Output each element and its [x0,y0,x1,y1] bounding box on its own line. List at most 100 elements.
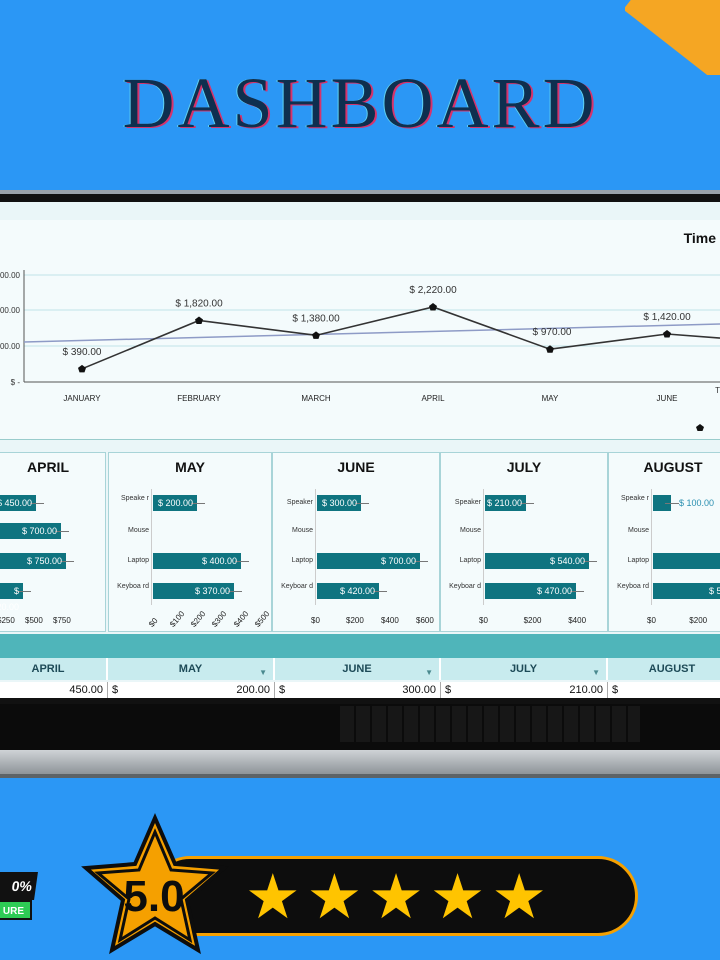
error-bar [60,561,74,562]
line-point [546,345,554,353]
trend-line [23,323,720,343]
table-header-strip [0,634,720,658]
bar-value-label: $ 750.00 [26,556,62,566]
bar-value-label: $ 610 [653,553,720,569]
bar [153,583,234,599]
bar-x-tick: $0 [311,616,320,625]
bar-value-label: $ 300.00 [321,498,357,508]
bar-category-label: Mouse [459,527,481,534]
bar-x-tick: $750 [53,616,71,625]
bar [317,553,420,569]
bar [0,495,36,511]
table-header-july[interactable]: JULY ▼ [441,658,608,680]
bar-x-tick: $100 [168,609,187,629]
filter-icon[interactable]: ▼ [425,668,433,677]
bar-category-label: Keyboar d [449,583,481,590]
bar [485,583,576,599]
bar-panel-july: JULY Speaker $ 210.00 Mouse Laptop $ 540.00 Ke… [440,452,608,632]
error-bar [520,503,534,504]
bar-x-tick: $200 [346,616,364,625]
cell-amount: 200.00 [236,684,270,696]
star-icon: ★ [306,863,369,932]
filter-icon[interactable]: ▼ [592,668,600,677]
bar-x-tick: $0 [479,616,488,625]
cell-amount: 300.00 [402,684,436,696]
bar-value-label: $ 700.00 [21,526,57,536]
table-header-label: MAY [178,663,203,675]
bar-value-label: $ 450.00 [0,498,32,508]
filter-icon[interactable]: ▼ [259,668,267,677]
error-bar [228,591,242,592]
bar-value-label: $ 370.00 [194,586,230,596]
bar-panel-title: MAY [175,459,205,475]
star-badge-icon [81,812,229,955]
line-data-label: $ 1,380.00 [292,313,340,324]
dashboard-screen: Time 00.00 00.00 00.00 $ - $ 390.00 JANUARY $ … [0,202,720,698]
bar-axis [151,489,152,605]
bar-category-label: Speake r [620,495,649,502]
bar [485,553,589,569]
line-point [78,364,86,373]
guarantee-badge: 0% URE [0,866,46,928]
rating-stars: ★★★★★ [245,867,553,929]
badge-top-text: 0% [0,872,38,900]
bar [0,583,23,599]
bar-value-label: $ 400.00 [201,556,237,566]
bar-category-label: Laptop [127,557,149,564]
table-header-label: JUNE [342,663,372,675]
bar-value-label: $ 200.00 [157,498,193,508]
bar [317,495,361,511]
laptop-keyboard [0,704,720,750]
bar [153,553,241,569]
currency-symbol: $ [279,684,286,696]
bar-x-tick: $0 [647,616,656,625]
page-title: DASHBOARD [122,63,598,143]
bar-category-label: Keyboa rd [117,583,149,590]
error-bar [191,503,205,504]
bar [653,553,720,569]
table-cell[interactable]: $210.00 [441,682,608,698]
line-x-tick: JANUARY [63,394,101,403]
bar-category-label: Speaker [454,499,481,506]
line-chart-legend-label: T [715,386,720,395]
table-cell[interactable]: $200.00 [108,682,275,698]
table-header-label: APRIL [31,663,65,675]
cell-amount: 450.00 [69,684,103,696]
bar-value-label: $ 520.00 [708,586,720,596]
bar-panel-april: APRIL $ 450.00 $ 700.00 $ 750.00 $ 320.00 $25… [0,452,106,632]
bar [653,495,671,511]
bar-category-label: Mouse [627,527,649,534]
error-bar [17,591,31,592]
error-bar [665,503,679,504]
table-cell[interactable]: 450.00 [0,682,108,698]
bar [0,523,61,539]
bar-panel-june: JUNE Speaker $ 300.00 Mouse Laptop $ 700.00 Ke… [272,452,440,632]
bar-category-label: Keyboa rd [617,583,649,590]
bar-axis [315,489,316,605]
bar-category-label: Keyboar d [281,583,313,590]
bar-x-tick: $400 [231,609,250,629]
monthly-table: APRIL 450.00 MAY ▼ $200.00 JUNE ▼ $300.00 JULY ▼ $… [0,658,720,698]
error-bar [570,591,584,592]
bar-value-label: $ 420.00 [339,586,375,596]
line-data-label: $ 2,220.00 [409,285,457,296]
table-header-august[interactable]: AUGUST [608,658,720,680]
bar-value-label: $ 210.00 [486,498,522,508]
table-cell[interactable]: $ [608,682,720,698]
error-bar [355,503,369,504]
table-header-may[interactable]: MAY ▼ [108,658,275,680]
bar-x-tick: $400 [568,616,587,625]
bar [317,583,379,599]
table-header-june[interactable]: JUNE ▼ [275,658,441,680]
bar-x-tick: $300 [210,609,229,629]
star-icon: ★ [245,863,307,932]
bar-value-label: $ 320.00 [0,586,19,612]
table-header-label: AUGUST [648,663,696,675]
line-x-tick: FEBRUARY [177,394,221,403]
table-header-april[interactable]: APRIL [0,658,108,680]
bar-value-label: $ 540.00 [549,556,585,566]
bar-panel-title: APRIL [27,459,69,475]
error-bar [583,561,597,562]
table-header-label: JULY [509,663,538,675]
table-cell[interactable]: $300.00 [275,682,441,698]
